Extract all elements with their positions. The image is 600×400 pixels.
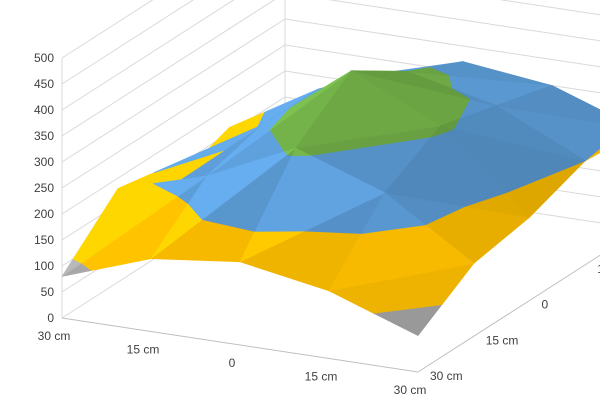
z-gridline — [61, 0, 600, 137]
surface-band-patch — [430, 125, 447, 138]
z-gridline — [61, 0, 154, 59]
z-tick-label: 250 — [34, 181, 54, 195]
surface-band-patch — [360, 192, 426, 234]
surface-band-patch — [72, 183, 179, 264]
y-tick-label: 30 cm — [430, 369, 463, 383]
x-tick-label: 15 cm — [305, 370, 338, 384]
z-tick-label: 200 — [34, 207, 54, 221]
surface-band-patch — [295, 70, 442, 149]
floor-edge — [417, 254, 600, 373]
z-axis: 0 50 100 150 200 250 300 350 400 450 500 — [34, 51, 54, 325]
surface-band-patch — [351, 70, 471, 100]
x-axis: 30 cm 15 cm 0 15 cm 30 cm — [38, 329, 427, 397]
surface-band-patch — [187, 151, 288, 221]
x-tick-label: 30 cm — [38, 329, 71, 343]
z-tick-label: 350 — [34, 129, 54, 143]
y-tick-label: 15 cm — [597, 262, 600, 276]
y-tick-label: 0 — [542, 298, 549, 312]
surface-band-patch — [152, 175, 207, 197]
z-tick-label: 150 — [34, 233, 54, 247]
x-tick-label: 0 — [229, 356, 236, 370]
surface-band-patch — [269, 70, 352, 131]
surface-band-patch — [153, 124, 263, 173]
surface-band-patch — [291, 147, 311, 156]
z-tick-label: 50 — [41, 285, 55, 299]
z-gridline — [61, 0, 600, 111]
z-tick-label: 500 — [34, 51, 54, 65]
y-tick-label: 15 cm — [486, 333, 519, 347]
z-tick-label: 300 — [34, 155, 54, 169]
z-gridline — [61, 0, 194, 85]
x-tick-label: 30 cm — [394, 383, 427, 397]
surface-band-patch — [495, 85, 600, 124]
surface-band-patch — [407, 67, 449, 76]
surface-band-patch — [439, 118, 460, 130]
floor-edge — [61, 317, 419, 373]
z-tick-label: 100 — [34, 259, 54, 273]
surface-plot — [61, 61, 600, 336]
z-tick-label: 400 — [34, 103, 54, 117]
surface-band-patch — [384, 131, 507, 207]
x-tick-label: 15 cm — [127, 343, 160, 357]
z-tick-label: 450 — [34, 77, 54, 91]
z-tick-label: 0 — [47, 311, 54, 325]
surface-band-patch — [284, 147, 296, 156]
